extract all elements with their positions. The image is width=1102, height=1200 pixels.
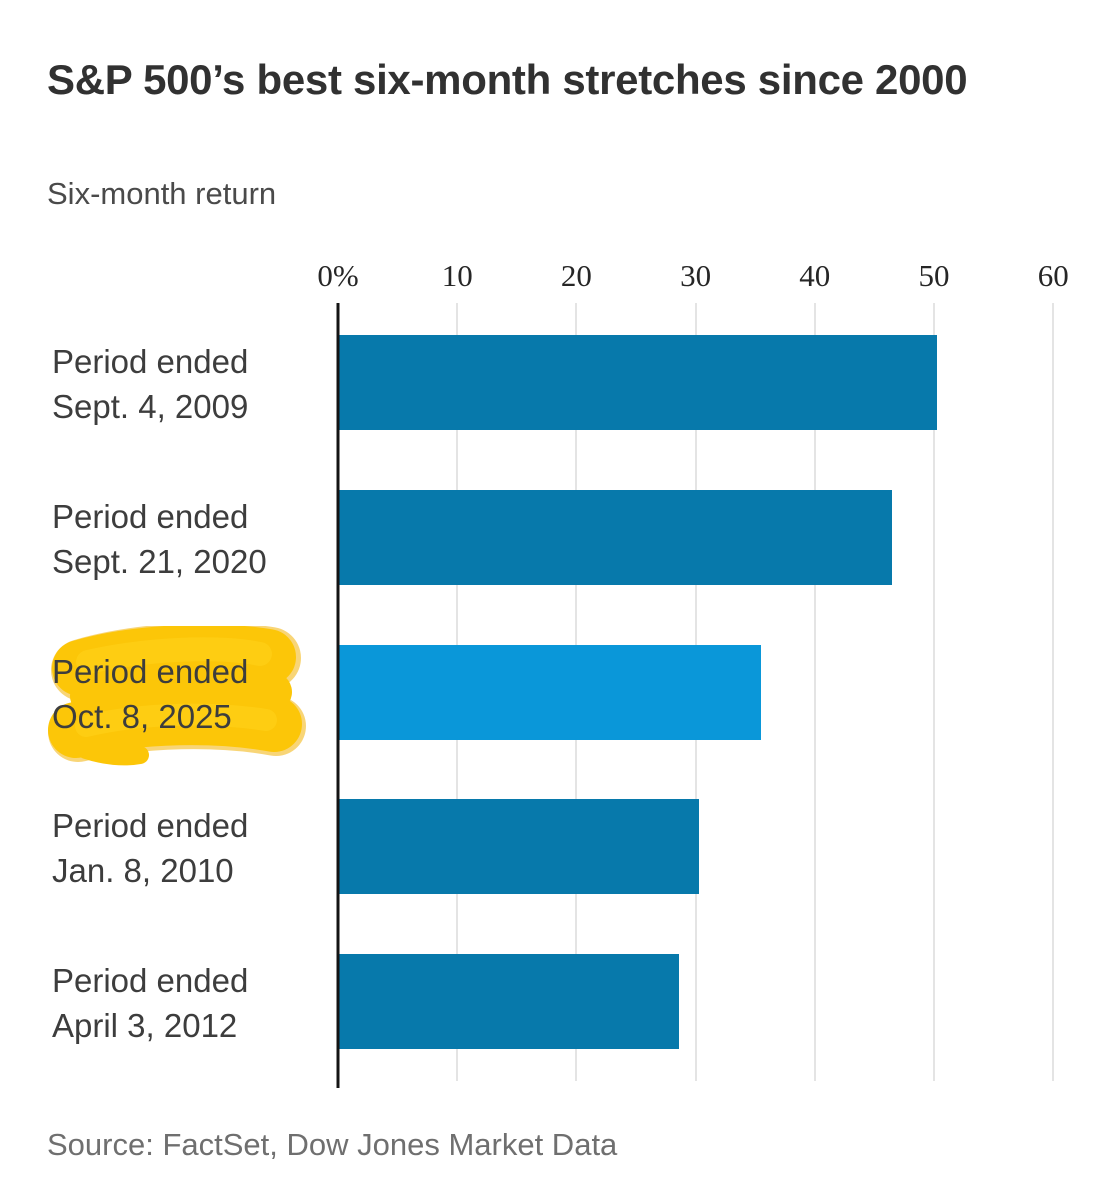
x-tick-label-50: 50 bbox=[918, 258, 950, 293]
bar-category-label-line: Period ended bbox=[52, 806, 249, 844]
x-tick-label-60: 60 bbox=[1037, 258, 1069, 293]
bar-category-label-line: Period ended bbox=[52, 497, 249, 535]
bar-category-label-line: Oct. 8, 2025 bbox=[52, 697, 232, 735]
bar-sept-21-2020 bbox=[339, 490, 892, 585]
bar-category-label: Period ended Sept. 21, 2020 bbox=[52, 486, 352, 591]
chart-title: S&P 500’s best six-month stretches since… bbox=[47, 56, 968, 103]
gridline-60 bbox=[1052, 303, 1055, 1081]
bar-jan-8-2010 bbox=[339, 799, 699, 894]
highlight-marker bbox=[48, 626, 306, 766]
y-axis-line bbox=[336, 303, 340, 1088]
chart-subtitle: Six-month return bbox=[47, 176, 277, 211]
bar-sept-4-2009 bbox=[339, 335, 937, 430]
bar-category-label-line: Sept. 21, 2020 bbox=[52, 542, 267, 580]
bar-category-label-line: Period ended bbox=[52, 652, 249, 690]
gridline-50 bbox=[933, 303, 935, 1081]
x-tick-label-40: 40 bbox=[799, 258, 831, 293]
bar-category-label-line: April 3, 2012 bbox=[52, 1006, 238, 1044]
x-tick-label-20: 20 bbox=[560, 258, 592, 293]
bar-category-label: Period ended Oct. 8, 2025 bbox=[48, 626, 352, 766]
gridline-40 bbox=[813, 303, 816, 1081]
bar-april-3-2012 bbox=[339, 954, 679, 1049]
bar-category-label-line: Jan. 8, 2010 bbox=[52, 851, 234, 889]
x-tick-label-10: 10 bbox=[441, 258, 473, 293]
source-note: Source: FactSet, Dow Jones Market Data bbox=[47, 1127, 618, 1162]
bar-category-label-line: Period ended bbox=[52, 961, 249, 999]
x-tick-label-30: 30 bbox=[680, 258, 712, 293]
bar-oct-8-2025 bbox=[339, 645, 761, 740]
bar-category-label: Period ended Sept. 4, 2009 bbox=[52, 331, 352, 436]
x-tick-label-0: 0% bbox=[317, 258, 359, 293]
bar-category-label: Period ended Jan. 8, 2010 bbox=[52, 795, 352, 900]
bar-category-label-line: Sept. 4, 2009 bbox=[52, 387, 249, 425]
bar-category-label: Period ended April 3, 2012 bbox=[52, 950, 352, 1055]
bar-category-label-line: Period ended bbox=[52, 342, 249, 380]
